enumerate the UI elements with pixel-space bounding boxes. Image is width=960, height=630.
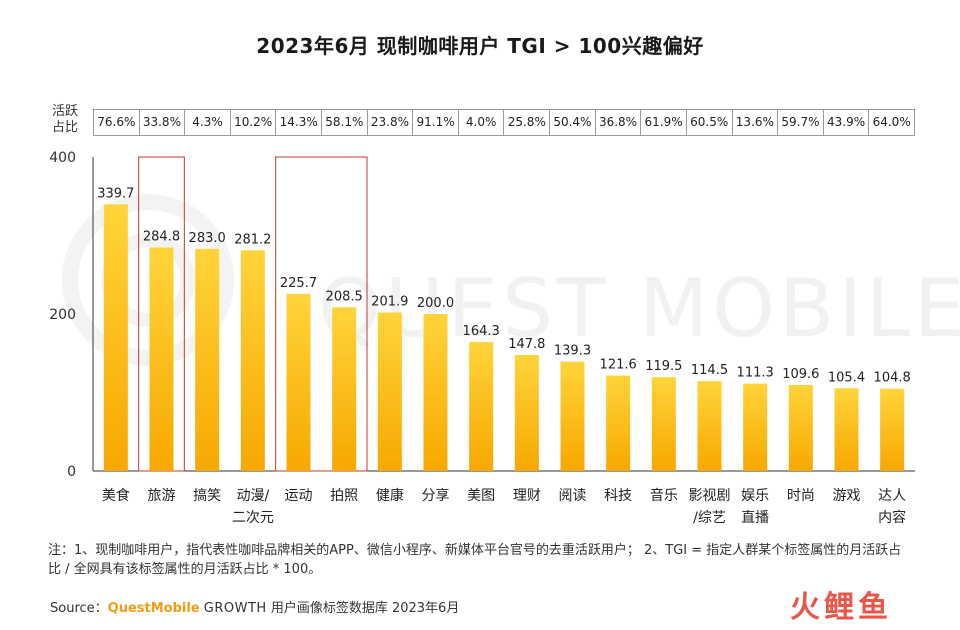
active-share-cell: 91.1%: [413, 110, 459, 135]
bar: [560, 361, 585, 471]
category-label: 科技: [604, 488, 632, 504]
category-label: 旅游: [148, 488, 176, 504]
huoliyu-logo: 火鲤鱼: [790, 590, 892, 625]
bar: [377, 312, 402, 471]
category-label: 二次元: [232, 510, 274, 526]
active-share-cell: 25.8%: [504, 110, 551, 135]
source-rest: 用户画像标签数据库 2023年6月: [270, 601, 460, 616]
category-label: 阅读: [559, 487, 587, 504]
bar-value-label: 284.8: [143, 229, 180, 244]
active-share-table: 76.6% 33.8% 4.3% 10.2% 14.3% 58.1% 23.8% 91.1% 4…: [93, 109, 915, 136]
category-label: /综艺: [693, 510, 726, 526]
bar-value-label: 105.4: [828, 370, 865, 385]
category-label: 拍照: [330, 488, 358, 504]
category-label: 美食: [102, 487, 130, 504]
active-share-cell: 61.9%: [641, 110, 687, 135]
bar-value-label: 114.5: [691, 363, 728, 378]
bar: [149, 247, 174, 471]
active-share-cell: 10.2%: [231, 110, 277, 135]
bar: [651, 377, 676, 471]
active-share-cell: 43.9%: [824, 110, 870, 135]
bar: [606, 375, 631, 471]
bar: [286, 293, 311, 471]
bar-value-label: 200.0: [417, 296, 454, 311]
category-label: 游戏: [833, 488, 861, 504]
footnote: 注：1、现制咖啡用户，指代表性咖啡品牌相关的APP、微信小程序、新媒体平台官号的…: [48, 543, 902, 577]
active-share-cell: 14.3%: [276, 110, 323, 135]
bar-chart: 0 200 400 339.7 284.8 283.0 281.2 225.7 208.5 20…: [49, 150, 915, 526]
active-share-cell: 33.8%: [140, 110, 186, 135]
bar-value-label: 201.9: [371, 295, 408, 310]
active-share-cell: 36.8%: [596, 110, 642, 135]
active-share-cell: 4.3%: [185, 110, 231, 135]
bar: [469, 342, 494, 471]
highlight-box: [275, 156, 368, 472]
source-line: Source：QuestMobile GROWTH 用户画像标签数据库 2023…: [50, 597, 459, 616]
bar: [788, 384, 813, 471]
y-tick-label: 0: [67, 464, 76, 480]
category-label: 搞笑: [193, 488, 221, 504]
bar-value-label: 225.7: [280, 276, 317, 291]
bar-value-label: 147.8: [508, 337, 545, 352]
category-label: 影视剧: [689, 488, 731, 504]
bar-value-label: 111.3: [737, 366, 774, 381]
bar: [880, 388, 905, 471]
active-share-cell: 4.0%: [459, 110, 505, 135]
bar: [834, 388, 859, 471]
bar-value-label: 119.5: [645, 359, 682, 374]
active-share-cell: 13.6%: [733, 110, 779, 135]
bar-value-label: 339.7: [97, 186, 134, 201]
bar: [240, 250, 265, 471]
active-share-cell: 76.6%: [94, 110, 140, 135]
y-tick-label: 400: [49, 150, 76, 166]
bar-value-label: 208.5: [326, 289, 363, 304]
bar: [423, 314, 448, 471]
active-share-cell: 23.8%: [368, 110, 414, 135]
bar-value-label: 283.0: [189, 231, 226, 246]
bar: [332, 307, 357, 471]
bar: [743, 383, 768, 471]
bar-value-label: 139.3: [554, 344, 591, 359]
bar-value-label: 164.3: [463, 324, 500, 339]
category-label: 直播: [741, 509, 769, 526]
category-label: 健康: [376, 487, 404, 504]
source-brand: QuestMobile: [107, 601, 200, 616]
category-label: 时尚: [787, 488, 815, 504]
category-label: 娱乐: [741, 488, 769, 504]
active-share-cell: 60.5%: [687, 110, 733, 135]
bar: [103, 204, 128, 471]
active-share-cell: 59.7%: [778, 110, 824, 135]
bar-value-label: 121.6: [600, 358, 637, 373]
category-label: 音乐: [650, 487, 678, 504]
category-label: 动漫/: [236, 488, 269, 504]
category-label: 美图: [467, 488, 495, 504]
chart-title: 2023年6月 现制咖啡用户 TGI > 100兴趣偏好: [256, 34, 704, 58]
y-tick-label: 200: [49, 307, 76, 323]
active-share-cell: 50.4%: [550, 110, 596, 135]
category-label: 达人: [878, 488, 906, 504]
category-label: 分享: [422, 487, 450, 504]
bar: [195, 248, 220, 471]
source-growth: GROWTH: [203, 601, 267, 616]
bar-value-label: 104.8: [874, 371, 911, 386]
category-label: 运动: [285, 488, 313, 504]
bar: [697, 381, 722, 471]
bar-value-label: 281.2: [234, 232, 271, 247]
active-share-cell: 58.1%: [322, 110, 368, 135]
active-share-label: 活跃占比: [52, 104, 79, 135]
source-prefix: Source：: [50, 601, 108, 616]
active-share-cell: 64.0%: [872, 115, 911, 129]
category-label: 理财: [513, 488, 541, 504]
bar: [514, 354, 539, 471]
category-label: 内容: [878, 509, 906, 526]
bar-value-label: 109.6: [782, 367, 819, 382]
